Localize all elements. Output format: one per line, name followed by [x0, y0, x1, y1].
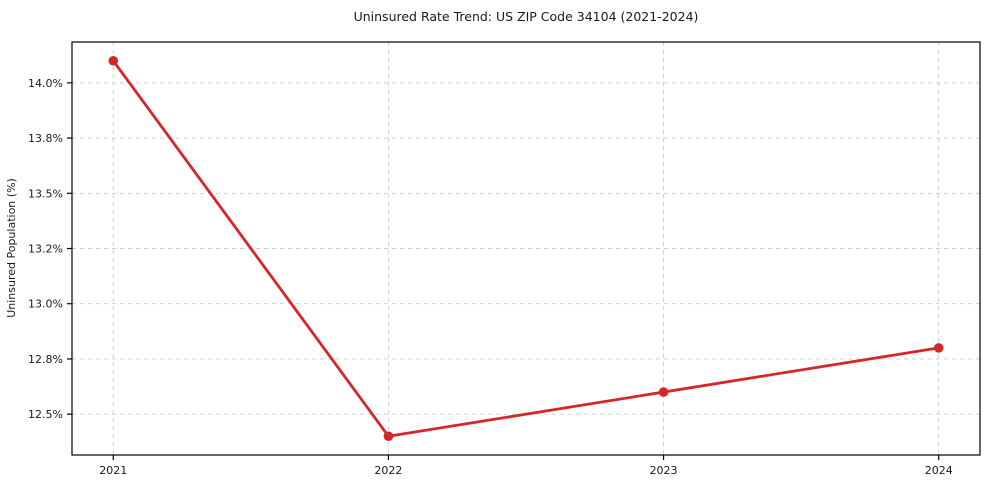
y-tick-label: 14.0%	[28, 77, 63, 90]
y-tick-label: 13.5%	[28, 187, 63, 200]
data-point-marker	[108, 55, 119, 66]
axis-ticks	[67, 82, 940, 460]
x-tick-label: 2024	[925, 464, 953, 477]
chart-title: Uninsured Rate Trend: US ZIP Code 34104 …	[354, 9, 699, 24]
grid-lines	[72, 42, 980, 455]
x-tick-label: 2021	[99, 464, 127, 477]
data-point-marker	[658, 387, 669, 397]
y-tick-label: 13.0%	[28, 298, 63, 311]
data-series	[108, 55, 944, 442]
y-tick-label: 12.8%	[28, 353, 63, 366]
trend-line	[111, 59, 941, 438]
data-point-marker	[383, 431, 394, 442]
y-tick-label: 12.5%	[28, 408, 63, 421]
x-tick-label: 2023	[650, 464, 678, 477]
data-point-marker	[933, 343, 944, 353]
x-tick-label: 2022	[374, 464, 402, 477]
y-tick-label: 13.2%	[28, 243, 63, 256]
y-tick-label: 13.8%	[28, 132, 63, 145]
y-axis-label: Uninsured Population (%)	[5, 178, 18, 318]
axis-tick-labels: 12.5% 12.8% 13.0% 13.2% 13.5% 13.8% 14.0% 2021 2…	[28, 77, 953, 477]
